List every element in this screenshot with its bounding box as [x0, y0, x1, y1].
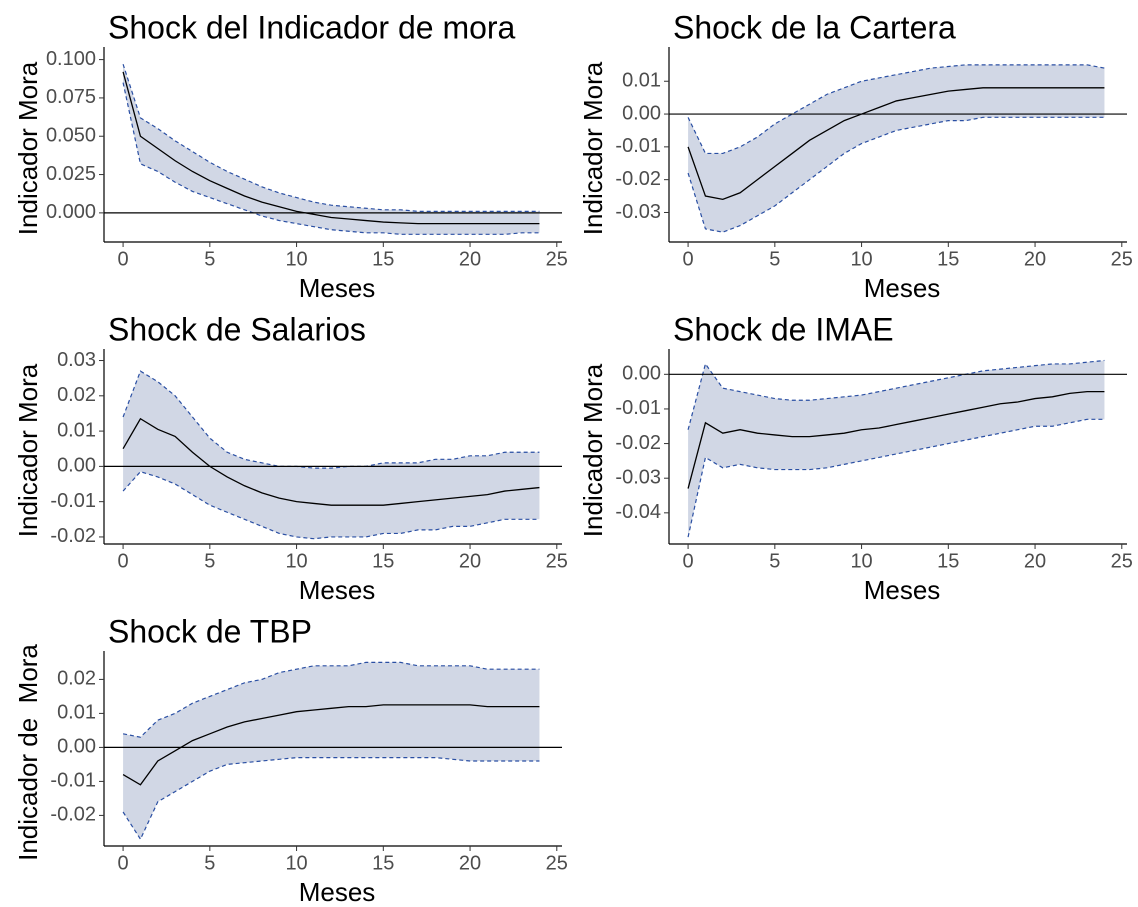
x-axis-label: Meses: [299, 877, 376, 907]
y-axis-label: Indicador Mora: [578, 61, 608, 235]
band-edge: [687, 116, 1105, 233]
y-tick-label: 0.03: [57, 349, 96, 371]
x-tick-label: 25: [546, 852, 568, 874]
x-tick-label: 0: [118, 852, 129, 874]
x-axis-label: Meses: [299, 273, 376, 303]
response-line: [122, 704, 540, 786]
confidence-band: [123, 64, 540, 235]
x-tick-label: 0: [683, 248, 694, 270]
y-tick-label: -0.02: [50, 525, 96, 547]
x-axis-label: Meses: [864, 273, 941, 303]
band-edge: [122, 757, 540, 841]
x-tick-label: 20: [459, 550, 481, 572]
x-tick-label: 10: [850, 550, 872, 572]
response-line: [122, 71, 540, 225]
x-tick-label: 5: [204, 550, 215, 572]
y-tick-label: 0.01: [622, 70, 661, 92]
y-tick-label: -0.02: [615, 432, 661, 454]
x-tick-label: 0: [683, 550, 694, 572]
x-tick-label: 25: [1111, 550, 1133, 572]
x-tick-label: 15: [937, 248, 959, 270]
x-tick-label: 25: [546, 248, 568, 270]
band-edge: [687, 359, 1105, 430]
x-tick-label: 5: [769, 248, 780, 270]
panel-title: Shock del Indicador de mora: [108, 9, 516, 45]
x-tick-label: 0: [118, 248, 129, 270]
x-tick-label: 25: [1111, 248, 1133, 270]
confidence-band: [688, 360, 1105, 538]
x-tick-label: 15: [372, 852, 394, 874]
y-tick-label: 0.02: [57, 384, 96, 406]
x-tick-label: 10: [285, 248, 307, 270]
y-axis-label: Indicador Mora: [578, 363, 608, 537]
y-tick-label: -0.03: [615, 466, 661, 488]
y-tick-label: -0.03: [615, 201, 661, 223]
y-axis-label: Indicador de Mora: [13, 644, 43, 861]
x-tick-label: 0: [118, 550, 129, 572]
response-line: [122, 417, 540, 506]
x-tick-label: 10: [285, 550, 307, 572]
y-tick-label: -0.04: [615, 501, 661, 523]
y-tick-label: 0.050: [46, 125, 96, 147]
confidence-band: [123, 662, 540, 840]
x-tick-label: 20: [1024, 550, 1046, 572]
x-tick-label: 10: [285, 852, 307, 874]
confidence-band: [123, 371, 540, 539]
y-tick-label: 0.075: [46, 86, 96, 108]
x-tick-label: 5: [204, 852, 215, 874]
y-tick-label: 0.100: [46, 48, 96, 70]
x-tick-label: 20: [459, 852, 481, 874]
x-tick-label: 5: [204, 248, 215, 270]
x-tick-label: 15: [937, 550, 959, 572]
y-tick-label: -0.01: [615, 135, 661, 157]
y-tick-label: 0.00: [622, 363, 661, 385]
confidence-band: [688, 64, 1105, 233]
y-tick-label: -0.02: [50, 804, 96, 826]
y-axis-label: Indicador Mora: [13, 363, 43, 537]
y-tick-label: -0.01: [615, 397, 661, 419]
response-line: [687, 390, 1105, 489]
y-tick-label: 0.00: [622, 102, 661, 124]
band-edge: [122, 64, 540, 212]
x-tick-label: 10: [850, 248, 872, 270]
y-tick-label: 0.00: [57, 455, 96, 477]
y-tick-label: 0.02: [57, 668, 96, 690]
band-edge: [122, 82, 540, 235]
band-edge: [122, 661, 540, 738]
y-tick-label: -0.01: [50, 490, 96, 512]
panel-title: Shock de Salarios: [108, 311, 366, 347]
x-axis-label: Meses: [864, 575, 941, 605]
response-line: [687, 87, 1105, 201]
panel-title: Shock de IMAE: [673, 311, 894, 347]
y-tick-label: -0.01: [50, 770, 96, 792]
y-tick-label: 0.01: [57, 702, 96, 724]
x-tick-label: 5: [769, 550, 780, 572]
y-tick-label: 0.01: [57, 419, 96, 441]
y-tick-label: 0.025: [46, 163, 96, 185]
band-edge: [122, 470, 540, 540]
y-axis-label: Indicador Mora: [13, 61, 43, 235]
x-tick-label: 25: [546, 550, 568, 572]
x-axis-label: Meses: [299, 575, 376, 605]
band-edge: [122, 370, 540, 469]
x-tick-label: 15: [372, 248, 394, 270]
y-tick-label: 0.00: [57, 736, 96, 758]
panel-title: Shock de TBP: [108, 613, 312, 649]
panel-title: Shock de la Cartera: [673, 9, 956, 45]
x-tick-label: 20: [1024, 248, 1046, 270]
x-tick-label: 20: [459, 248, 481, 270]
x-tick-label: 15: [372, 550, 394, 572]
y-tick-label: 0.000: [46, 201, 96, 223]
y-tick-label: -0.02: [615, 168, 661, 190]
